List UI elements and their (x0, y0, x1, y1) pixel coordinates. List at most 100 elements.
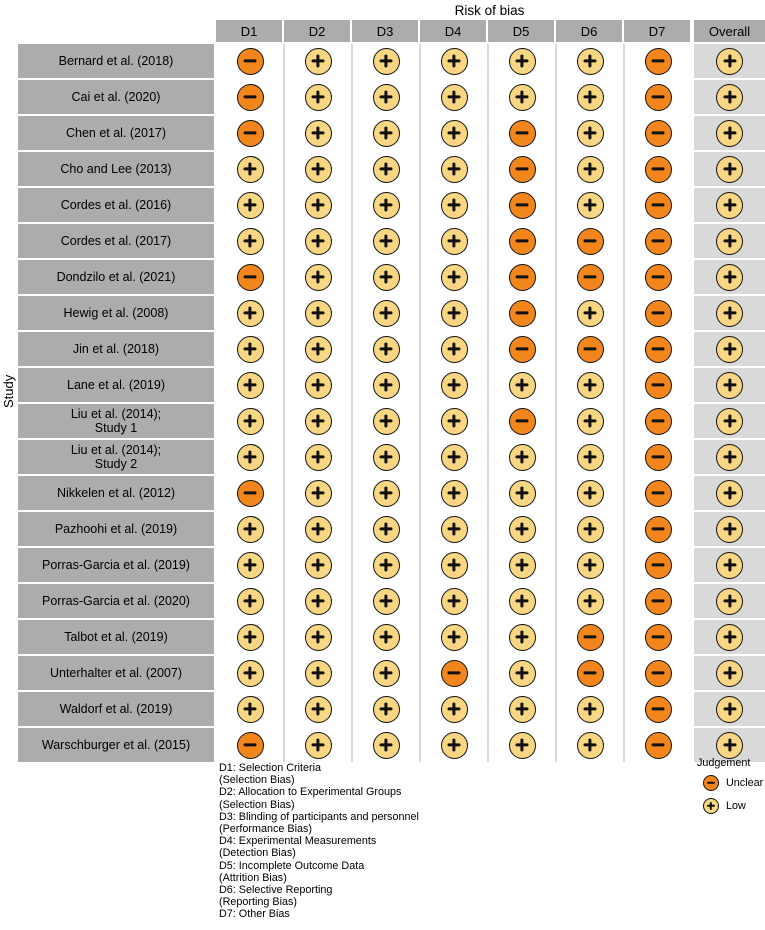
table-row: Pazhoohi et al. (2019) (18, 512, 765, 546)
plus-icon (717, 409, 742, 434)
plus-icon (238, 661, 263, 686)
minus-icon (646, 265, 671, 290)
judgement-circle-low (576, 371, 604, 399)
rating-cell (556, 512, 624, 546)
footnote-line: (Attrition Bias) (219, 871, 287, 884)
rating-cell (556, 188, 624, 222)
judgement-circle-low (236, 551, 264, 579)
judgement-circle-low (440, 587, 468, 615)
rating-cell (420, 512, 488, 546)
plus-icon (306, 265, 331, 290)
judgement-circle-low (304, 443, 332, 471)
plus-icon (306, 625, 331, 650)
column-divider (487, 44, 489, 762)
judgement-circle-low (576, 119, 604, 147)
column-divider (623, 44, 625, 762)
rating-cell (352, 440, 420, 474)
judgement-circle-low (576, 191, 604, 219)
judgement-circle-low (576, 515, 604, 543)
judgement-circle-unclear (508, 299, 536, 327)
judgement-circle-low (304, 731, 332, 759)
plus-icon (717, 589, 742, 614)
footnote-line: (Performance Bias) (219, 823, 313, 836)
judgement-circle-low (440, 731, 468, 759)
plus-icon (306, 301, 331, 326)
rating-cell (352, 476, 420, 510)
judgement-circle-low (236, 191, 264, 219)
minus-icon (578, 337, 603, 362)
footnote-line: D4: Experimental Measurements (219, 835, 377, 848)
rating-cell (420, 332, 488, 366)
plus-icon (442, 625, 467, 650)
judgement-circle-unclear (644, 515, 672, 543)
rating-cell (694, 440, 765, 474)
judgement-circle-low (576, 479, 604, 507)
plus-icon (510, 49, 535, 74)
judgement-circle-low (440, 227, 468, 255)
judgement-circle-unclear (644, 731, 672, 759)
judgement-circle-low (304, 119, 332, 147)
rating-cell (284, 332, 352, 366)
minus-icon (510, 193, 535, 218)
rating-cell (216, 368, 284, 402)
rating-cell (352, 260, 420, 294)
plus-icon (717, 157, 742, 182)
minus-icon (646, 337, 671, 362)
study-label: Porras-Garcia et al. (2020) (18, 584, 214, 618)
judgement-circle-low (440, 479, 468, 507)
rating-cell (216, 260, 284, 294)
plus-icon (306, 229, 331, 254)
column-divider (351, 44, 353, 762)
judgement-circle-low (372, 191, 400, 219)
judgement-circle-unclear (576, 227, 604, 255)
study-label: Waldorf et al. (2019) (18, 692, 214, 726)
rating-cell (216, 152, 284, 186)
plus-icon (717, 121, 742, 146)
plus-icon (374, 337, 399, 362)
rating-cell (694, 656, 765, 690)
rating-cell (352, 692, 420, 726)
rating-cell (694, 152, 765, 186)
rating-cell (420, 44, 488, 78)
rating-cell (694, 728, 765, 762)
rating-cell (420, 152, 488, 186)
plus-icon (442, 373, 467, 398)
judgement-circle-unclear (236, 731, 264, 759)
plus-icon (717, 229, 742, 254)
plus-icon (374, 85, 399, 110)
plus-icon (578, 481, 603, 506)
rating-cell (556, 404, 624, 438)
footnote-line: D2: Allocation to Experimental Groups (219, 786, 402, 799)
rating-cell (216, 332, 284, 366)
rating-cell (420, 404, 488, 438)
rating-cell (556, 44, 624, 78)
plus-icon (238, 517, 263, 542)
judgement-circle-low (508, 659, 536, 687)
judgement-circle-unclear (644, 83, 672, 111)
judgement-circle-unclear (440, 659, 468, 687)
rating-cell (624, 44, 692, 78)
judgement-circle-low (236, 659, 264, 687)
judgement-circle-low (576, 443, 604, 471)
study-label: Porras-Garcia et al. (2019) (18, 548, 214, 582)
plus-icon (442, 265, 467, 290)
judgement-circle-low (716, 479, 743, 507)
study-label: Hewig et al. (2008) (18, 296, 214, 330)
plus-icon (306, 409, 331, 434)
rating-cell (694, 80, 765, 114)
plus-icon (717, 301, 742, 326)
plus-icon (704, 799, 718, 813)
rating-cell (556, 152, 624, 186)
table-row: Cai et al. (2020) (18, 80, 765, 114)
minus-icon (646, 661, 671, 686)
rating-cell (420, 440, 488, 474)
study-label: Cai et al. (2020) (18, 80, 214, 114)
judgement-circle-low (716, 551, 743, 579)
plus-icon (374, 157, 399, 182)
plus-icon (374, 193, 399, 218)
footnote-line: (Detection Bias) (219, 847, 296, 860)
plus-icon (374, 481, 399, 506)
judgement-circle-low (576, 551, 604, 579)
rating-cell (216, 692, 284, 726)
judgement-circle-low (236, 299, 264, 327)
